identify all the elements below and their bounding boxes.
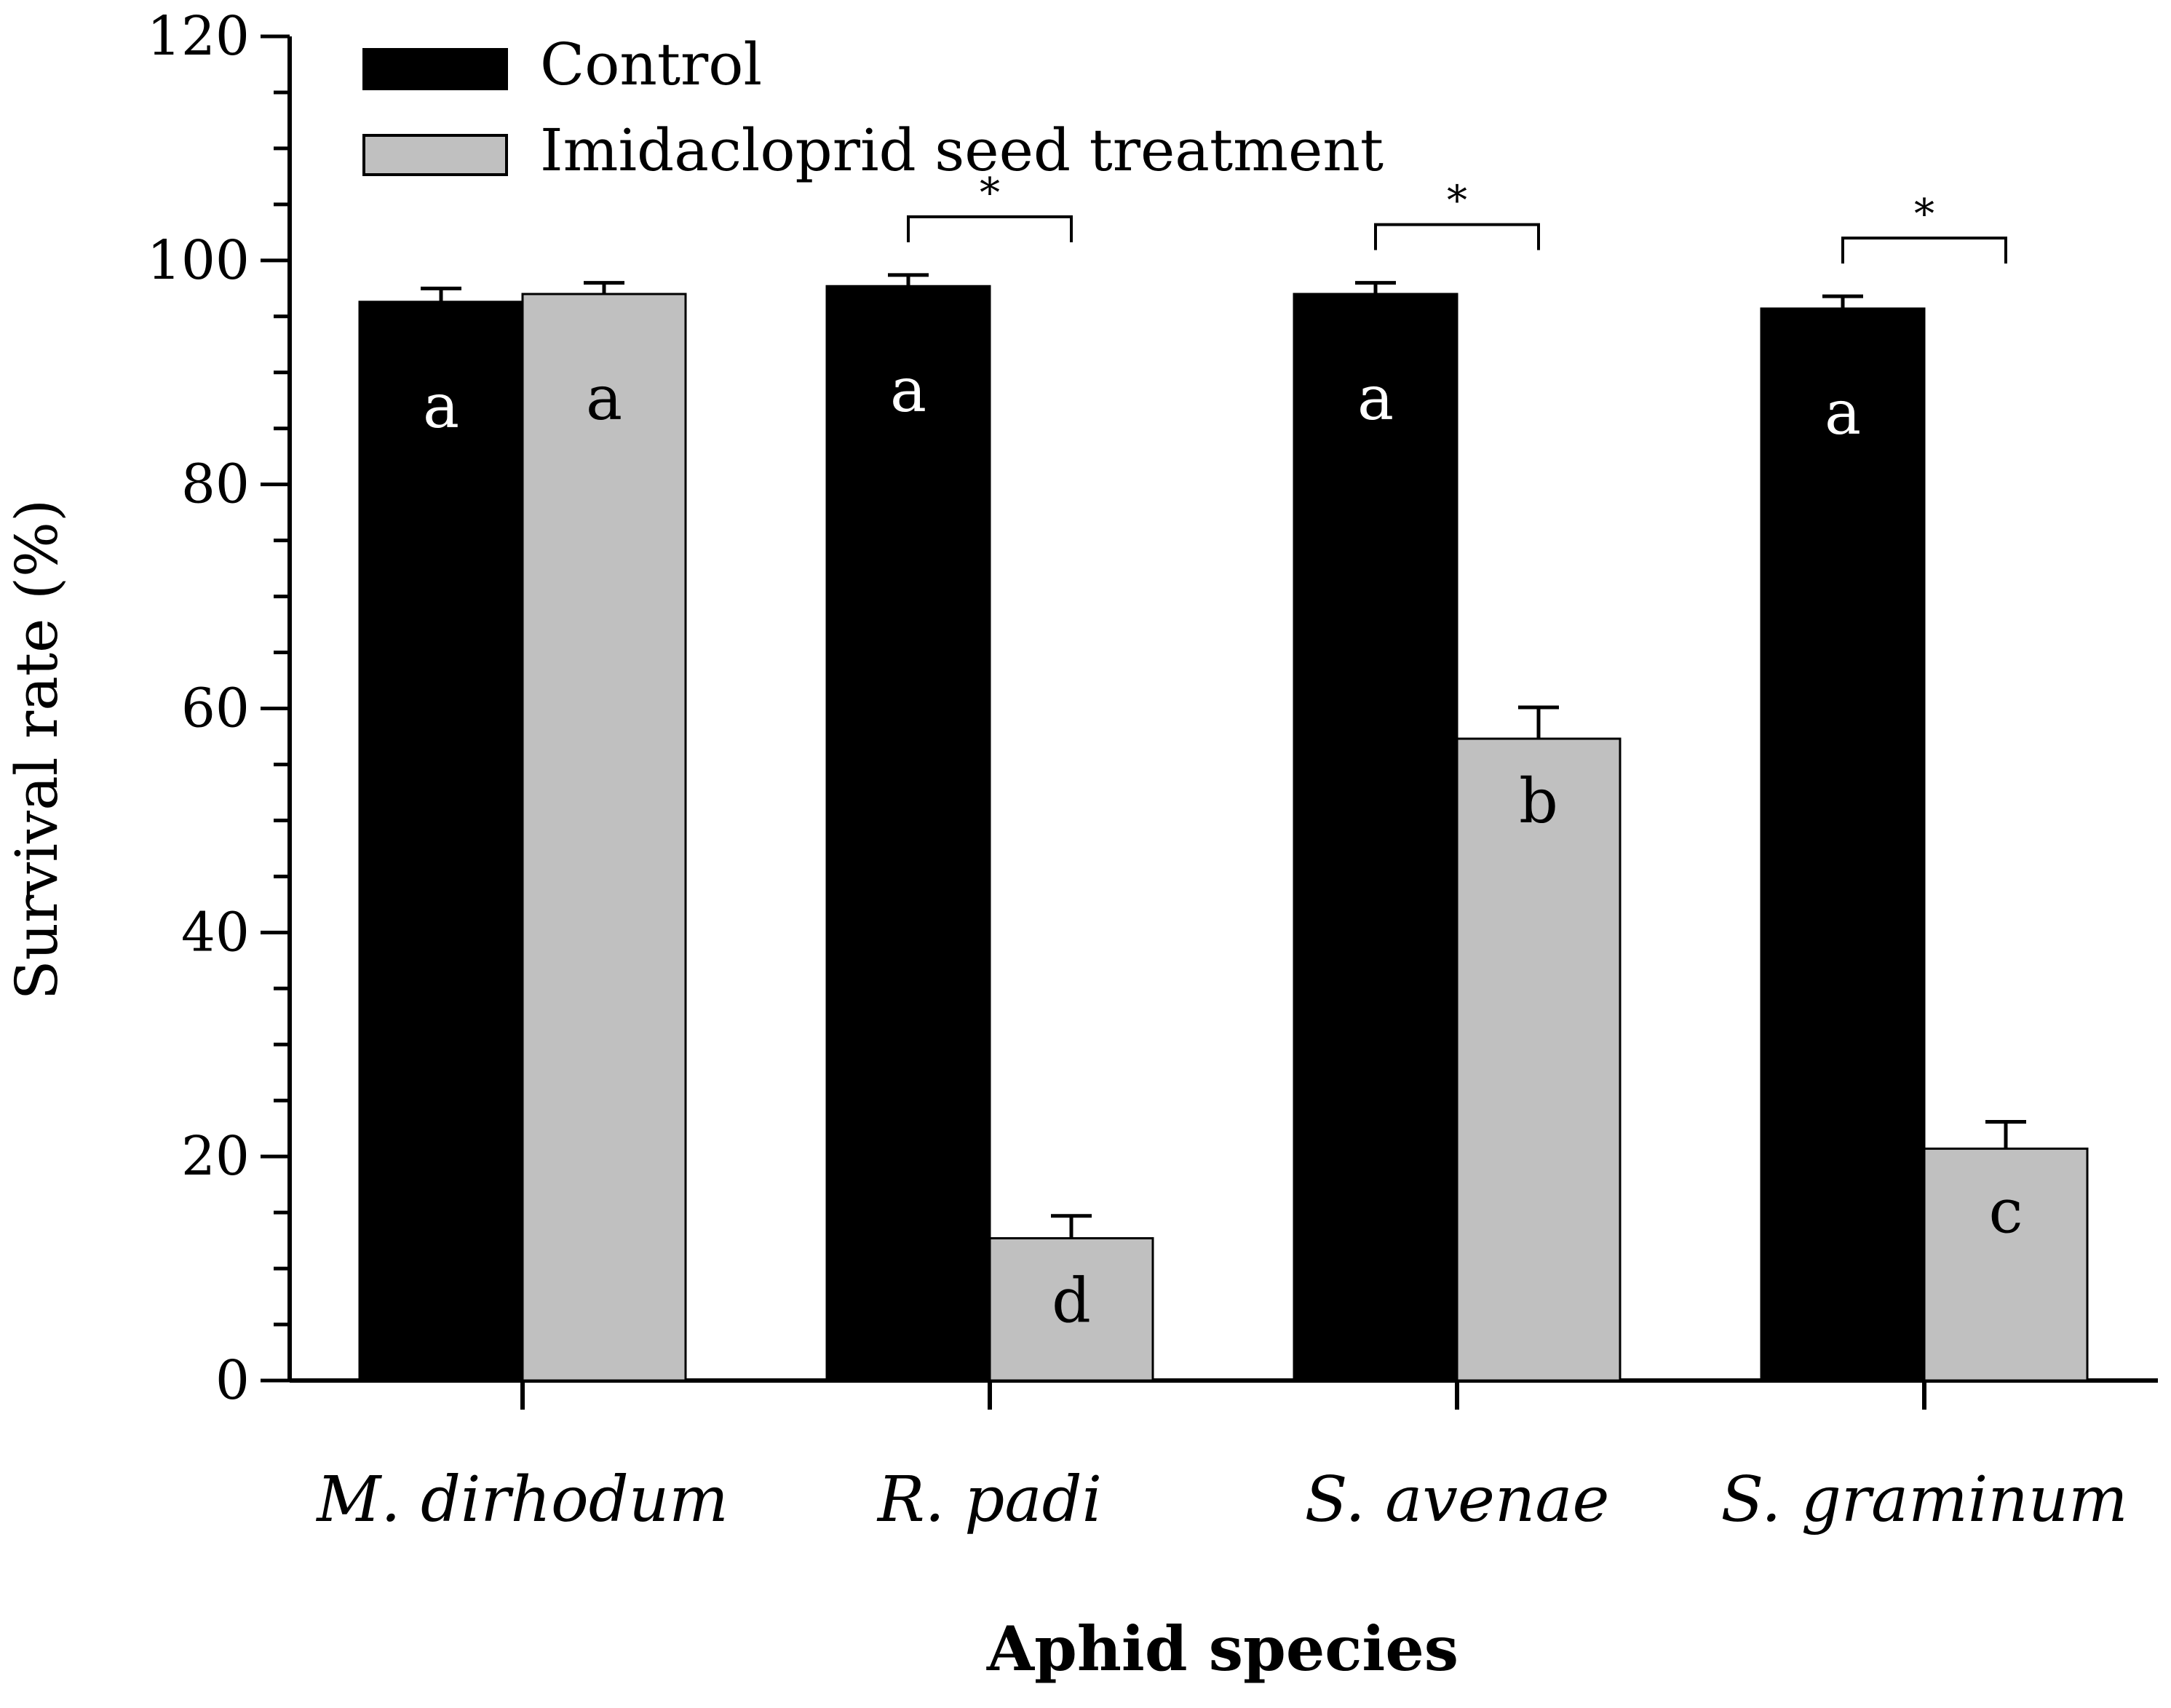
y-tick-label: 20 — [181, 1125, 250, 1188]
bar-letter-label: a — [423, 370, 459, 442]
y-tick-label: 100 — [147, 229, 250, 292]
y-axis: 0 20 40 60 80 100 120 — [147, 5, 292, 1412]
significance-star: * — [1914, 191, 1934, 238]
y-tick-label: 0 — [215, 1349, 250, 1412]
y-tick-label: 80 — [181, 453, 250, 516]
bar-imidacloprid-2 — [988, 1237, 1154, 1382]
bar-control-2 — [825, 285, 991, 1382]
bar-imidacloprid-3 — [1456, 737, 1622, 1382]
y-tick-label: 40 — [181, 901, 250, 964]
bar-letter-label: a — [586, 362, 622, 434]
bar-control-1 — [358, 301, 524, 1382]
x-tick-label: M. dirhodum — [315, 1463, 729, 1536]
bar-letter-label: b — [1519, 766, 1558, 837]
bar-letter-label: c — [1988, 1175, 2023, 1247]
significance-star: * — [1447, 178, 1467, 225]
legend-label-imidacloprid: Imidacloprid seed treatment — [540, 116, 1384, 184]
annotations: a a a d * a b * a c * — [423, 170, 2023, 1337]
x-tick-label: R. padi — [876, 1463, 1102, 1536]
y-axis-title: Survival rate (%) — [3, 499, 71, 1001]
legend-swatch-imidacloprid — [362, 134, 508, 176]
legend-label-control: Control — [540, 31, 762, 98]
bars — [358, 273, 2089, 1382]
significance-bracket — [907, 215, 1073, 242]
x-tick-label: S. graminum — [1720, 1463, 2127, 1536]
bar-control-3 — [1293, 293, 1458, 1382]
x-axis-title: Aphid species — [986, 1613, 1458, 1685]
y-tick-label: 60 — [181, 678, 250, 740]
bar-control-4 — [1760, 307, 1926, 1382]
bar-letter-label: d — [1052, 1266, 1091, 1337]
bar-letter-label: a — [1357, 362, 1394, 434]
legend-swatch-control — [362, 48, 508, 90]
bar-imidacloprid-1 — [521, 293, 687, 1382]
bar-letter-label: a — [890, 354, 926, 426]
x-tick-label: S. avenae — [1305, 1463, 1610, 1536]
significance-bracket — [1841, 237, 2007, 264]
significance-star: * — [980, 170, 1000, 217]
bar-letter-label: a — [1825, 377, 1861, 448]
x-axis: M. dirhodum R. padi S. avenae S. graminum — [290, 1378, 2158, 1536]
y-tick-label: 120 — [147, 5, 250, 68]
bar-imidacloprid-4 — [1923, 1147, 2089, 1382]
significance-bracket — [1374, 223, 1540, 250]
legend: Control Imidacloprid seed treatment — [362, 31, 1384, 184]
